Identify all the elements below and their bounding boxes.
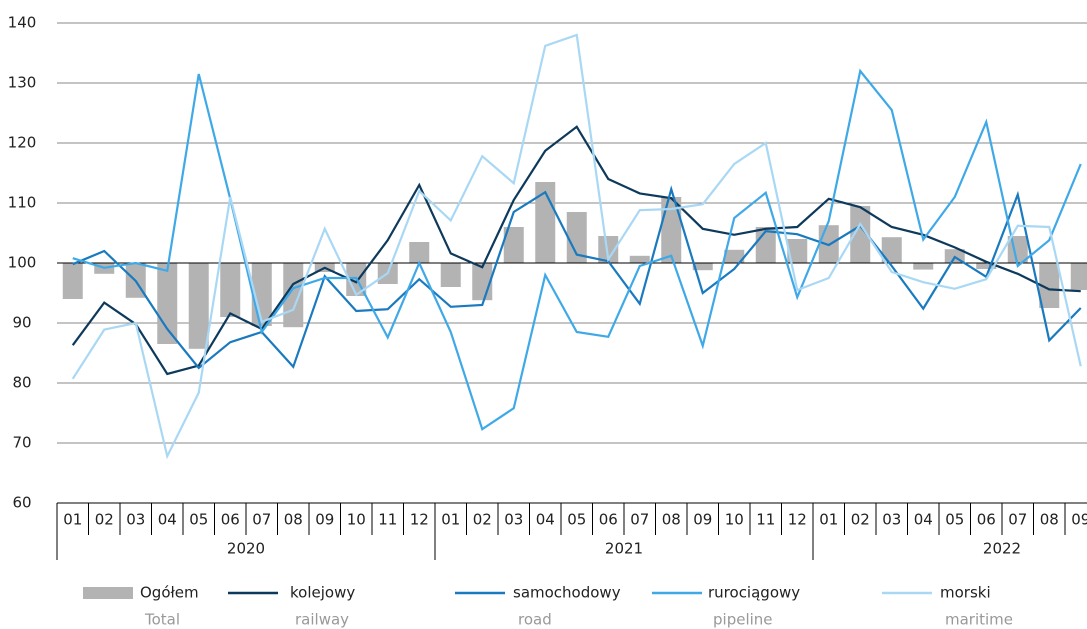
x-tick-label: 09 xyxy=(693,511,712,529)
x-tick-label: 03 xyxy=(126,511,145,529)
legend-sublabel: road xyxy=(518,611,552,629)
x-tick-label: 02 xyxy=(851,511,870,529)
bar xyxy=(724,249,745,263)
legend-label: kolejowy xyxy=(290,584,355,602)
year-label: 2021 xyxy=(605,540,643,558)
x-tick-label: 10 xyxy=(347,511,366,529)
x-tick-label: 07 xyxy=(630,511,649,529)
legend-label: Ogółem xyxy=(140,584,199,602)
x-tick-label: 02 xyxy=(473,511,492,529)
legend-sublabel: pipeline xyxy=(713,611,773,629)
bar xyxy=(881,237,902,263)
line xyxy=(72,68,1082,431)
bar xyxy=(692,263,713,271)
y-tick-label: 100 xyxy=(8,254,37,272)
y-tick-label: 120 xyxy=(8,134,37,152)
legend-label: morski xyxy=(940,584,991,602)
bar xyxy=(976,263,997,269)
x-tick-label: 06 xyxy=(977,511,996,529)
x-tick-label: 11 xyxy=(756,511,775,529)
bar xyxy=(661,197,682,263)
bar xyxy=(566,212,587,263)
line xyxy=(71,33,1082,460)
legend-sublabel: Total xyxy=(144,611,180,629)
y-tick-label: 110 xyxy=(8,194,37,212)
line xyxy=(72,185,1082,370)
x-tick-label: 09 xyxy=(1071,511,1087,529)
year-label: 2022 xyxy=(983,540,1021,558)
x-tick-label: 05 xyxy=(189,511,208,529)
x-tick-label: 02 xyxy=(95,511,114,529)
y-tick-label: 70 xyxy=(12,434,31,452)
x-tick-label: 06 xyxy=(599,511,618,529)
bar xyxy=(787,239,808,263)
bar xyxy=(913,263,934,270)
x-tick-label: 08 xyxy=(284,511,303,529)
x-tick-label: 08 xyxy=(1040,511,1059,529)
bar xyxy=(1039,263,1060,308)
line xyxy=(71,125,1081,376)
x-tick-label: 11 xyxy=(378,511,397,529)
y-tick-label: 140 xyxy=(8,14,37,32)
bar xyxy=(1070,263,1087,290)
legend-label: samochodowy xyxy=(513,584,621,602)
legend-label: rurociągowy xyxy=(708,584,800,602)
x-tick-label: 08 xyxy=(662,511,681,529)
x-tick-label: 03 xyxy=(882,511,901,529)
x-tick-label: 12 xyxy=(410,511,429,529)
x-tick-label: 07 xyxy=(252,511,271,529)
bar xyxy=(220,263,241,317)
x-tick-label: 04 xyxy=(914,511,933,529)
x-tick-label: 07 xyxy=(1008,511,1027,529)
legend-swatch xyxy=(83,587,133,599)
x-tick-label: 05 xyxy=(567,511,586,529)
bar xyxy=(409,242,430,263)
x-tick-label: 10 xyxy=(725,511,744,529)
bar xyxy=(598,236,619,263)
x-tick-label: 09 xyxy=(315,511,334,529)
legend-sublabel: maritime xyxy=(945,611,1013,629)
x-tick-label: 01 xyxy=(441,511,460,529)
y-tick-label: 130 xyxy=(8,74,37,92)
bar xyxy=(62,263,83,299)
bar xyxy=(629,255,650,263)
x-tick-label: 05 xyxy=(945,511,964,529)
bar xyxy=(188,263,209,349)
legend-sublabel: railway xyxy=(295,611,349,629)
y-tick-label: 90 xyxy=(12,314,31,332)
bar xyxy=(850,206,871,263)
x-tick-label: 01 xyxy=(819,511,838,529)
y-tick-label: 80 xyxy=(12,374,31,392)
bar xyxy=(157,263,178,344)
x-tick-label: 12 xyxy=(788,511,807,529)
x-tick-label: 04 xyxy=(158,511,177,529)
x-tick-label: 06 xyxy=(221,511,240,529)
bar xyxy=(440,263,461,287)
y-tick-label: 60 xyxy=(12,494,31,512)
x-tick-label: 03 xyxy=(504,511,523,529)
x-tick-label: 01 xyxy=(63,511,82,529)
year-label: 2020 xyxy=(227,540,265,558)
x-tick-label: 04 xyxy=(536,511,555,529)
bar xyxy=(503,227,524,263)
